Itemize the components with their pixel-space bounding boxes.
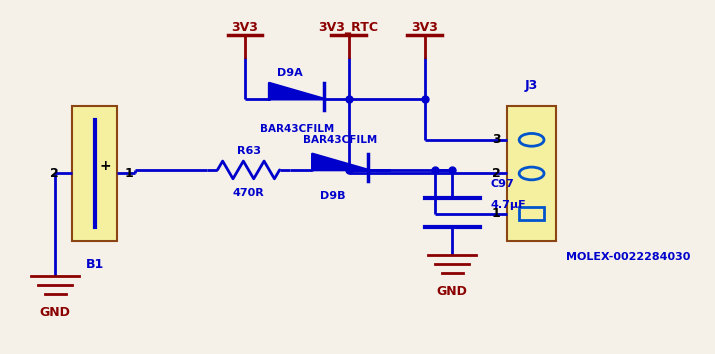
Bar [72, 106, 117, 241]
Text: D9B: D9B [320, 191, 346, 201]
Polygon shape [312, 154, 368, 170]
Text: 2: 2 [50, 167, 59, 180]
Text: 1: 1 [492, 207, 500, 220]
Text: 1: 1 [124, 167, 133, 180]
Text: BAR43CFILM: BAR43CFILM [260, 124, 334, 134]
Text: J3: J3 [525, 79, 538, 92]
Bar [519, 207, 544, 220]
Text: BAR43CFILM: BAR43CFILM [303, 135, 377, 145]
Text: C97: C97 [490, 179, 514, 189]
Text: 3V3: 3V3 [411, 21, 438, 34]
Polygon shape [270, 83, 325, 99]
Text: 4.7μF: 4.7μF [490, 200, 526, 210]
Text: 470R: 470R [232, 188, 265, 198]
Text: 2: 2 [492, 167, 500, 180]
Bar [508, 106, 556, 241]
Text: MOLEX-0022284030: MOLEX-0022284030 [566, 252, 691, 262]
Text: B1: B1 [86, 258, 104, 272]
Text: 3V3_RTC: 3V3_RTC [319, 21, 379, 34]
Text: R63: R63 [237, 146, 260, 156]
Text: GND: GND [40, 306, 71, 319]
Text: D9A: D9A [277, 68, 303, 78]
Text: GND: GND [437, 285, 468, 298]
Text: 3V3: 3V3 [232, 21, 259, 34]
Text: +: + [100, 159, 112, 173]
Text: 3: 3 [492, 133, 500, 146]
